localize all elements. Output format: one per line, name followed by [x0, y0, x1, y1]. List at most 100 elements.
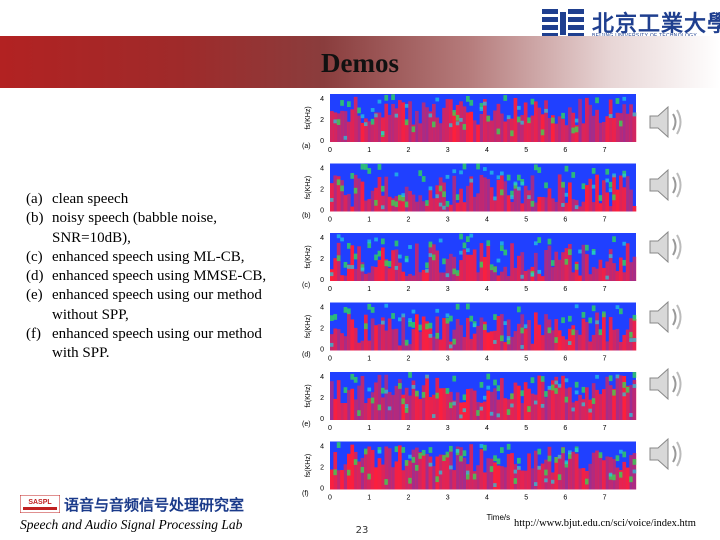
x-tick-label: 2 [407, 356, 411, 363]
speaker-icon[interactable] [644, 100, 688, 144]
panel-label: (f) [302, 491, 309, 498]
legend-label: (b) [26, 210, 44, 227]
speaker-icon[interactable] [644, 225, 688, 269]
x-tick-label: 6 [563, 495, 567, 502]
legend-text: enhanced speech using MMSE-CB, [52, 268, 267, 285]
y-axis-label: fs(KHz) [305, 245, 312, 268]
page-title: Demos [321, 48, 399, 78]
x-tick-label: 6 [563, 217, 567, 224]
y-tick-label: 0 [320, 277, 324, 284]
panel-label: (c) [302, 282, 310, 289]
legend-item: (a) clean speech [26, 190, 288, 209]
legend-label: (e) [26, 287, 43, 304]
x-tick-label: 1 [367, 495, 371, 502]
legend-item: (f) enhanced speech using our method with… [26, 325, 288, 364]
y-axis-label: fs(KHz) [305, 106, 312, 129]
x-tick-label: 2 [407, 147, 411, 154]
x-tick-label: 7 [603, 425, 607, 432]
footer-url[interactable]: http://www.bjut.edu.cn/sci/voice/index.h… [514, 518, 696, 529]
lab-logo-text: SASPL [28, 499, 52, 506]
x-tick-label: 6 [563, 425, 567, 432]
legend-label: (c) [26, 248, 43, 265]
x-tick-label: 1 [367, 147, 371, 154]
lab-logo: SASPL [20, 495, 60, 513]
x-tick-label: 0 [328, 286, 332, 293]
lab-name-en: Speech and Audio Signal Processing Lab [20, 517, 243, 532]
lab-name-cn: 语音与音频信号处理研究室 [64, 496, 245, 514]
x-tick-label: 1 [367, 286, 371, 293]
y-tick-label: 2 [320, 326, 324, 333]
x-tick-label: 5 [524, 286, 528, 293]
speaker-icon[interactable] [644, 362, 688, 406]
panel-label: (b) [302, 213, 311, 220]
y-tick-label: 2 [320, 465, 324, 472]
x-tick-label: 5 [524, 356, 528, 363]
y-axis-label: fs(KHz) [305, 454, 312, 477]
x-tick-label: 0 [328, 147, 332, 154]
y-axis-label: fs(KHz) [305, 384, 312, 407]
y-tick-label: 2 [320, 256, 324, 263]
y-tick-label: 0 [320, 138, 324, 145]
y-axis-label: fs(KHz) [305, 315, 312, 338]
panel-label: (a) [302, 143, 311, 150]
legend-item: (c) enhanced speech using ML-CB, [26, 248, 288, 267]
panel-label: (d) [302, 352, 311, 359]
legend-label: (a) [26, 191, 43, 207]
y-tick-label: 4 [320, 444, 324, 451]
x-tick-label: 6 [563, 356, 567, 363]
y-tick-label: 4 [320, 235, 324, 242]
x-tick-label: 4 [485, 495, 489, 502]
legend-text: noisy speech (babble noise, SNR=10dB), [52, 210, 217, 246]
y-tick-label: 4 [320, 374, 324, 381]
x-tick-label: 5 [524, 217, 528, 224]
university-name-cn: 北京工業大學 [592, 11, 720, 37]
legend-label: (f) [26, 326, 41, 343]
x-tick-label: 3 [446, 217, 450, 224]
y-tick-label: 2 [320, 187, 324, 194]
x-tick-label: 7 [603, 147, 607, 154]
x-tick-label: 4 [485, 356, 489, 363]
y-tick-label: 0 [320, 208, 324, 215]
x-tick-label: 0 [328, 356, 332, 363]
x-tick-label: 0 [328, 217, 332, 224]
x-tick-label: 7 [603, 286, 607, 293]
legend-text: enhanced speech using ML-CB, [52, 248, 245, 265]
y-tick-label: 0 [320, 347, 324, 354]
university-emblem-icon [542, 9, 584, 38]
x-tick-label: 4 [485, 286, 489, 293]
x-tick-label: 2 [407, 286, 411, 293]
x-tick-label: 4 [485, 147, 489, 154]
y-tick-label: 4 [320, 96, 324, 103]
y-axis-label: fs(KHz) [305, 176, 312, 199]
y-tick-label: 2 [320, 117, 324, 124]
x-tick-label: 2 [407, 425, 411, 432]
y-tick-label: 2 [320, 395, 324, 402]
x-tick-label: 3 [446, 495, 450, 502]
x-tick-label: 4 [485, 217, 489, 224]
x-tick-label: 7 [603, 217, 607, 224]
y-tick-label: 4 [320, 305, 324, 312]
legend-text: clean speech [52, 191, 129, 207]
x-tick-label: 3 [446, 425, 450, 432]
legend-label: (d) [26, 268, 44, 285]
x-tick-label: 7 [603, 356, 607, 363]
legend-item: (d) enhanced speech using MMSE-CB, [26, 267, 288, 286]
x-axis-label: Time/s [486, 513, 510, 522]
y-tick-label: 4 [320, 166, 324, 173]
speaker-icon[interactable] [644, 163, 688, 207]
x-tick-label: 3 [446, 147, 450, 154]
legend-text: enhanced speech using our method without… [52, 287, 262, 323]
x-tick-label: 6 [563, 147, 567, 154]
x-tick-label: 3 [446, 286, 450, 293]
x-tick-label: 6 [563, 286, 567, 293]
speaker-icon[interactable] [644, 295, 688, 339]
y-tick-label: 0 [320, 486, 324, 493]
page-number: 23 [355, 525, 369, 536]
x-tick-label: 0 [328, 425, 332, 432]
x-tick-label: 3 [446, 356, 450, 363]
y-tick-label: 0 [320, 416, 324, 423]
legend-text: enhanced speech using our method with SP… [52, 326, 262, 362]
x-tick-label: 4 [485, 425, 489, 432]
speaker-icon[interactable] [644, 432, 688, 476]
x-tick-label: 5 [524, 495, 528, 502]
